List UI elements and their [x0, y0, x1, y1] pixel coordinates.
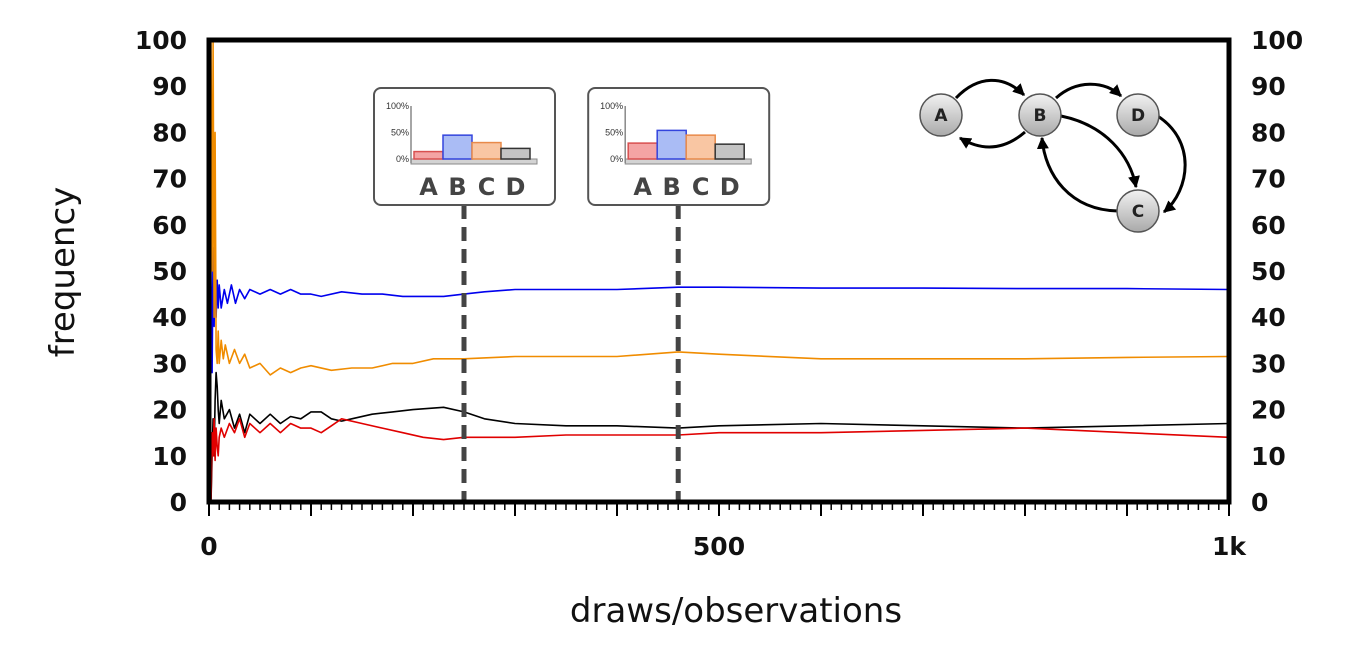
node-a	[919, 93, 963, 137]
node-label-d: D	[1131, 106, 1145, 126]
inset-bar-d	[500, 147, 531, 160]
y-tick-label-right: 80	[1251, 118, 1286, 147]
y-tick-label-right: 90	[1251, 72, 1286, 101]
edge-b-to-d	[1054, 82, 1123, 100]
x-tick-label: 0	[200, 532, 217, 561]
inset-y-label: 100%	[600, 101, 623, 111]
node-label-c: C	[1132, 202, 1144, 222]
y-tick-label-right: 10	[1251, 442, 1286, 471]
inset-category-label: D	[506, 173, 526, 201]
inset-category-label: D	[720, 173, 740, 201]
histogram-inset-2: 100% 50% 0% A B C D	[587, 87, 771, 206]
inset-bar-b	[442, 134, 473, 160]
y-tick-label-left: 100	[135, 26, 187, 55]
node-c	[1116, 189, 1160, 233]
y-axis-title: frequency	[43, 187, 83, 358]
y-tick-label-right: 60	[1251, 211, 1286, 240]
inset-bar-a	[627, 142, 658, 160]
y-tick-label-right: 70	[1251, 165, 1286, 194]
y-tick-label-left: 10	[152, 442, 187, 471]
node-label-b: B	[1034, 106, 1047, 126]
node-b	[1018, 93, 1062, 137]
edge-c-to-b	[1036, 136, 1119, 213]
edge-d-to-c	[1155, 113, 1187, 214]
y-tick-label-right: 30	[1251, 349, 1286, 378]
y-tick-label-left: 40	[152, 303, 187, 332]
inset-bar-c	[685, 134, 716, 160]
x-tick-label: 1k	[1212, 532, 1247, 561]
inset-bar-d	[714, 143, 745, 160]
state-graph: A B D C	[919, 78, 1187, 233]
y-tick-label-right: 50	[1251, 257, 1286, 286]
y-tick-label-left: 90	[152, 72, 187, 101]
node-label-a: A	[934, 106, 948, 126]
inset-bar-c	[471, 141, 502, 160]
inset-bar-b	[656, 129, 687, 160]
y-tick-label-left: 80	[152, 118, 187, 147]
x-tick-label: 500	[693, 532, 745, 561]
inset-category-label: C	[692, 173, 710, 201]
guide-layer	[461, 205, 681, 502]
x-axis-title: draws/observations	[570, 591, 902, 631]
inset-y-label: 50%	[605, 128, 623, 138]
inset-bar-a	[413, 150, 444, 160]
y-tick-label-right: 0	[1251, 488, 1268, 517]
y-tick-label-right: 100	[1251, 26, 1303, 55]
series-line-1	[209, 247, 1230, 503]
inset-y-label: 0%	[610, 154, 623, 164]
histogram-inset-1: 100% 50% 0% A B C D	[373, 87, 556, 206]
inset-category-label: A	[419, 173, 438, 201]
y-tick-label-left: 20	[152, 396, 187, 425]
edge-a-to-b	[954, 78, 1026, 100]
edge-b-to-a	[958, 130, 1026, 149]
y-tick-label-left: 60	[152, 211, 187, 240]
y-tick-label-left: 70	[152, 165, 187, 194]
inset-category-label: B	[448, 173, 466, 201]
inset-y-label: 0%	[396, 154, 409, 164]
inset-y-label: 50%	[391, 128, 409, 138]
inset-category-label: B	[663, 173, 681, 201]
node-d	[1116, 93, 1160, 137]
inset-category-label: C	[478, 173, 496, 201]
series-line-2	[210, 39, 1230, 376]
series-line-4	[210, 418, 1230, 503]
y-tick-label-left: 30	[152, 349, 187, 378]
y-tick-label-right: 20	[1251, 396, 1286, 425]
y-tick-label-left: 0	[170, 488, 187, 517]
edge-b-to-c	[1060, 114, 1140, 189]
y-tick-label-left: 50	[152, 257, 187, 286]
y-tick-label-right: 40	[1251, 303, 1286, 332]
inset-category-label: A	[633, 173, 652, 201]
inset-y-label: 100%	[386, 101, 409, 111]
series-layer	[209, 39, 1230, 503]
series-line-3	[210, 371, 1230, 503]
